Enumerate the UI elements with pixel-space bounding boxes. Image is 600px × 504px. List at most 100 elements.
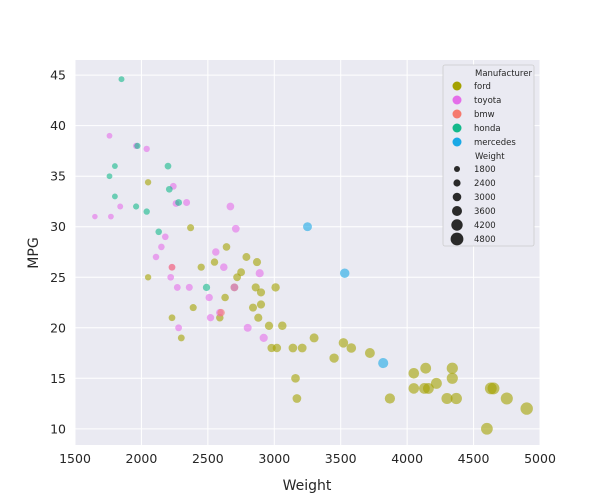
data-point-toyota: [255, 269, 264, 278]
data-point-ford: [291, 373, 300, 383]
data-point-ford: [422, 382, 434, 394]
legend-size-label: 3600: [474, 207, 496, 217]
data-point-mercedes: [339, 268, 350, 278]
x-tick-label: 4500: [458, 451, 490, 466]
y-tick-label: 10: [50, 421, 66, 436]
data-point-ford: [222, 243, 231, 251]
legend-size-label: 4800: [474, 235, 496, 245]
data-point-honda: [111, 193, 118, 200]
data-point-ford: [408, 368, 420, 379]
data-point-ford: [251, 283, 260, 292]
data-point-ford: [408, 383, 420, 394]
data-point-ford: [210, 258, 219, 266]
data-point-honda: [165, 185, 173, 193]
legend-size-title: Weight: [475, 152, 505, 162]
data-point-ford: [420, 362, 432, 374]
x-tick-label: 3000: [258, 451, 290, 466]
data-point-ford: [288, 343, 298, 353]
legend-size-marker: [452, 192, 462, 202]
legend-size-label: 1800: [474, 165, 496, 175]
y-tick-label: 25: [50, 270, 66, 285]
data-point-honda: [164, 162, 172, 170]
data-point-bmw: [168, 263, 176, 271]
data-point-ford: [189, 304, 197, 312]
data-point-toyota: [205, 293, 213, 302]
y-tick-label: 35: [50, 169, 66, 184]
data-point-ford: [520, 402, 533, 415]
data-point-toyota: [106, 132, 113, 139]
grid: [74, 60, 541, 445]
legend-label-toyota: toyota: [474, 96, 501, 106]
data-point-toyota: [92, 213, 98, 220]
data-point-ford: [446, 362, 458, 374]
data-point-ford: [446, 372, 458, 384]
data-point-honda: [175, 199, 183, 206]
x-tick-label: 2000: [126, 451, 158, 466]
data-point-honda: [106, 173, 113, 180]
data-point-toyota: [167, 273, 175, 281]
data-point-ford: [221, 293, 229, 302]
y-tick-label: 40: [50, 118, 66, 133]
data-point-toyota: [220, 263, 228, 271]
y-tick-label: 45: [50, 68, 66, 83]
data-point-toyota: [143, 145, 150, 153]
data-point-ford: [144, 179, 152, 186]
data-point-toyota: [206, 314, 215, 322]
data-point-ford: [500, 392, 513, 405]
data-point-ford: [441, 392, 453, 405]
data-point-toyota: [243, 323, 252, 332]
data-point-toyota: [231, 224, 240, 233]
data-point-ford: [338, 338, 349, 348]
data-point-toyota: [152, 253, 160, 261]
data-point-toyota: [117, 203, 124, 210]
x-tick-label: 2500: [192, 451, 224, 466]
legend-size-label: 4200: [474, 221, 496, 231]
data-point-ford: [430, 377, 442, 389]
data-point-ford: [364, 348, 375, 358]
x-tick-label: 5000: [524, 451, 556, 466]
data-point-ford: [384, 393, 396, 404]
data-point-ford: [187, 224, 195, 232]
data-point-honda: [111, 163, 118, 170]
data-point-ford: [254, 313, 263, 322]
data-point-honda: [133, 203, 140, 210]
x-tick-label: 1500: [59, 451, 91, 466]
data-point-ford: [297, 343, 307, 353]
y-tick-label: 30: [50, 219, 66, 234]
data-point-toyota: [185, 283, 193, 291]
legend-hue-title: Manufacturer: [475, 69, 532, 79]
data-point-ford: [256, 300, 266, 309]
x-tick-label: 4000: [391, 451, 423, 466]
data-point-honda: [202, 283, 211, 292]
data-point-honda: [118, 76, 125, 83]
data-point-ford: [168, 314, 176, 322]
legend-size-marker: [454, 166, 460, 172]
y-tick-label: 20: [50, 320, 66, 335]
data-point-ford: [264, 321, 274, 330]
data-point-toyota: [173, 283, 181, 291]
data-point-ford: [252, 258, 262, 267]
data-point-ford: [237, 268, 246, 277]
data-points: [92, 76, 533, 435]
data-point-bmw: [217, 308, 225, 317]
legend-marker-mercedes: [452, 137, 462, 147]
legend-marker-toyota: [452, 95, 462, 105]
data-point-mercedes: [303, 222, 312, 232]
data-point-ford: [256, 288, 266, 297]
data-point-toyota: [158, 243, 165, 251]
x-tick-label: 3500: [325, 451, 357, 466]
data-point-honda: [134, 142, 141, 149]
data-point-toyota: [108, 213, 114, 220]
data-point-honda: [143, 208, 150, 215]
data-point-toyota: [161, 233, 169, 241]
legend: Manufacturer fordtoyotabmwhondamercedes …: [442, 64, 535, 247]
x-axis-label: Weight: [283, 478, 332, 494]
y-axis-ticks: 10 15 20 25 30 35 40 45: [50, 68, 66, 437]
data-point-ford: [481, 422, 493, 435]
data-point-toyota: [183, 199, 191, 206]
legend-label-ford: ford: [474, 82, 491, 92]
legend-label-honda: honda: [474, 124, 501, 134]
data-point-ford: [292, 394, 302, 403]
data-point-mercedes: [378, 358, 389, 369]
